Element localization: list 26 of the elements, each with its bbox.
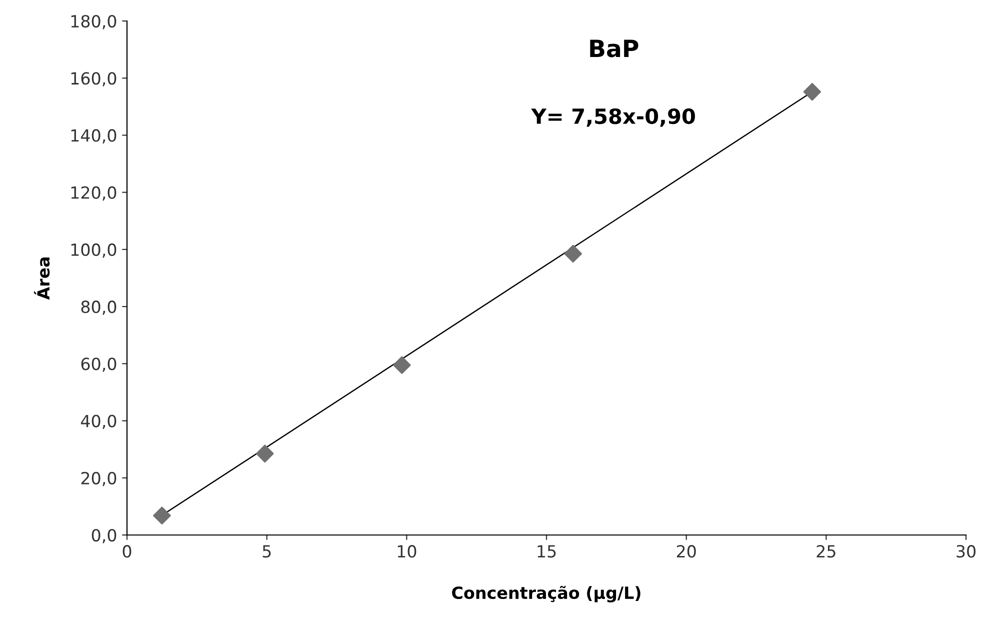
point	[564, 244, 582, 263]
x-tick-label: 10	[398, 545, 416, 558]
y-tick-label: 0,0	[92, 528, 116, 544]
x-tick-label: 20	[676, 545, 696, 558]
x-tick-label: 25	[816, 545, 836, 558]
x-tick-label: 0	[122, 545, 132, 558]
x-axis-title: Concentração (µg/L)	[452, 586, 640, 602]
y-tick-label: 80,0	[81, 300, 116, 315]
y-tick-label: 120,0	[71, 186, 116, 201]
point	[393, 356, 411, 374]
y-tick-label: 20,0	[81, 472, 116, 486]
x-tick-label: 30	[956, 545, 976, 558]
x-tick-label: 5	[262, 545, 271, 558]
point	[153, 506, 171, 524]
point	[256, 444, 274, 463]
point	[803, 82, 822, 101]
y-tick-label: 100,0	[71, 243, 116, 258]
x-tick-label: 15	[538, 545, 556, 558]
y-tick-label: 180,0	[71, 14, 116, 30]
y-tick-label: 140,0	[71, 129, 116, 144]
y-tick-label: 40,0	[80, 414, 116, 430]
y-tick-label: 160,0	[71, 72, 116, 86]
y-axis-title: Área	[34, 257, 50, 300]
annotation: Y= 7,58x-0,90	[531, 108, 695, 127]
y-tick-label: 60,0	[81, 358, 116, 372]
text: BaP	[590, 40, 638, 58]
